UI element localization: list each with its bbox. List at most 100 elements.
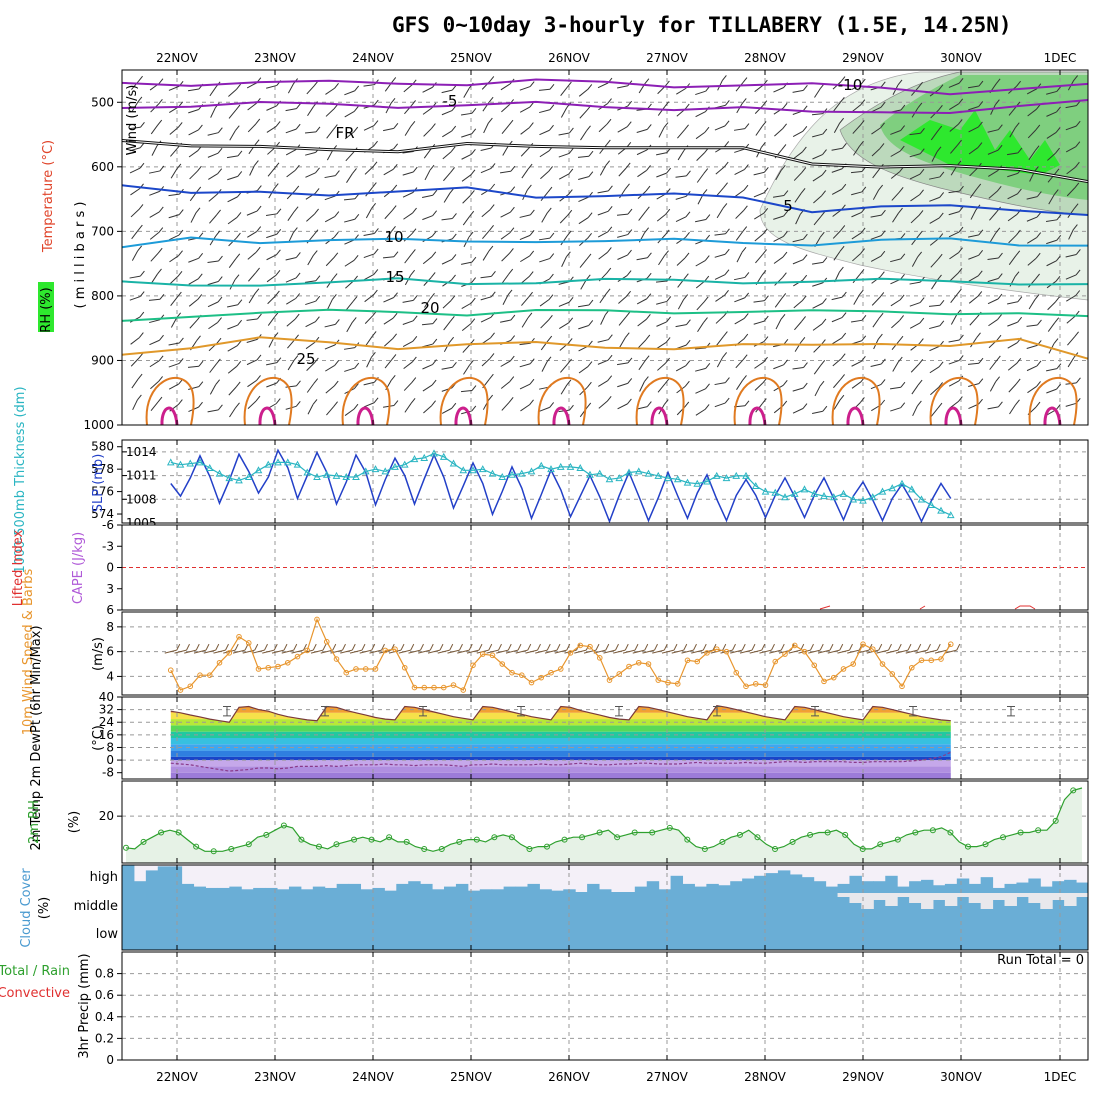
wind-barb-feather (801, 295, 807, 302)
minmax-bar (1007, 705, 1015, 717)
thickness-marker (888, 484, 897, 492)
wind-barb-feather (585, 274, 591, 281)
wind-barb-feather (744, 272, 750, 278)
wind-barb-feather (918, 358, 924, 365)
wind-barb (1008, 234, 1017, 244)
surface-barb-feather (449, 643, 454, 651)
wind-barb (1046, 90, 1057, 95)
rh-marker (315, 843, 322, 850)
wind-speed-marker (567, 650, 574, 656)
wind-barb-feather (529, 209, 535, 216)
wind-barb (227, 217, 238, 225)
wind-barb-feather (354, 383, 359, 389)
y-tick-label: 4 (106, 669, 114, 683)
cloud-high-bar (432, 889, 445, 892)
wind-barb (1065, 274, 1077, 280)
wind-barb-feather (178, 250, 183, 256)
right-tick-label: 1011 (126, 469, 157, 483)
wind-barb (677, 299, 685, 310)
wind-barb (403, 382, 413, 391)
wind-barb (696, 173, 705, 183)
wind-barb (773, 215, 784, 220)
temp-contour (121, 78, 1089, 96)
wind-barb-feather (644, 227, 650, 233)
wind-barb (889, 386, 902, 390)
wind-barb (267, 167, 276, 177)
wind-barb-feather (216, 209, 221, 216)
wind-barb-feather (334, 82, 339, 89)
wind-barb-feather (432, 189, 438, 196)
wind-barb-feather (510, 186, 516, 192)
wind-barb (483, 122, 489, 134)
wind-barb (599, 293, 607, 304)
wind-speed-marker (440, 684, 447, 691)
wind-barb (188, 129, 199, 136)
wind-speed-marker (821, 678, 827, 685)
wind-barb (851, 381, 862, 389)
wind-barb (950, 165, 958, 176)
wind-barb (482, 250, 490, 261)
thickness-marker (673, 475, 682, 483)
wind-barb-feather (957, 139, 962, 146)
wind-barb-feather (703, 317, 708, 323)
wind-barb (249, 165, 255, 176)
cloud-high-bar (801, 877, 815, 892)
wind-barb-feather (897, 356, 903, 363)
wind-barb (987, 149, 999, 155)
wind-barb-feather (139, 162, 145, 169)
wind-barb-feather (294, 185, 300, 192)
surface-barb-feather (634, 643, 639, 651)
wind-barb-feather (392, 312, 398, 319)
thickness-marker (751, 481, 760, 489)
wind-barb (792, 367, 804, 370)
wind-barb-feather (588, 299, 594, 306)
wind-barb (1047, 152, 1056, 161)
wind-barb-feather (529, 378, 535, 385)
surface-barb-feather (761, 643, 766, 651)
wind-barb (989, 381, 997, 392)
wind-barb (207, 301, 219, 308)
rh-marker (351, 836, 358, 843)
wind-barb (968, 147, 979, 155)
wind-barb-feather (234, 274, 240, 280)
thickness-marker (303, 468, 312, 476)
wind-barb-feather (919, 148, 925, 155)
wind-barb-feather (1053, 338, 1059, 344)
wind-barb-feather (605, 288, 611, 295)
wind-barb (714, 402, 726, 408)
wind-barb-feather (410, 249, 416, 255)
thickness-marker (274, 458, 282, 466)
surface-barb (739, 649, 753, 654)
wind-barb-feather (488, 96, 494, 103)
wind-barb (540, 171, 549, 180)
wind-barb (987, 298, 999, 305)
wind-barb-feather (743, 205, 748, 212)
cloud-high-bar (145, 870, 159, 892)
wind-barb-feather (508, 119, 514, 126)
contour-label: 5 (783, 197, 793, 215)
wind-barb-feather (916, 400, 922, 407)
wind-barb (559, 214, 569, 224)
wind-barb (441, 89, 453, 94)
wind-barb (1007, 193, 1018, 200)
wind-barb (598, 380, 608, 387)
wind-barb-feather (626, 121, 632, 128)
hot-loop (552, 406, 571, 426)
wind-speed-line (170, 617, 952, 691)
rh-marker (754, 834, 761, 841)
wind-barb-feather (490, 163, 496, 169)
surface-barb-feather (644, 643, 649, 651)
wind-barb (773, 364, 784, 370)
wind-barb-feather (354, 362, 360, 369)
wind-barb-feather (158, 227, 164, 233)
rh-marker (684, 836, 691, 843)
wind-barb-feather (294, 164, 300, 171)
cloud-high-bar (336, 883, 350, 892)
temp-contour (121, 99, 1089, 115)
wind-barb-feather (370, 351, 376, 358)
wind-barb (187, 365, 200, 368)
wind-barb-feather (1016, 357, 1022, 364)
wind-barb-feather (663, 122, 669, 128)
wind-speed-marker (460, 687, 467, 693)
wind-barb-feather (897, 79, 903, 86)
